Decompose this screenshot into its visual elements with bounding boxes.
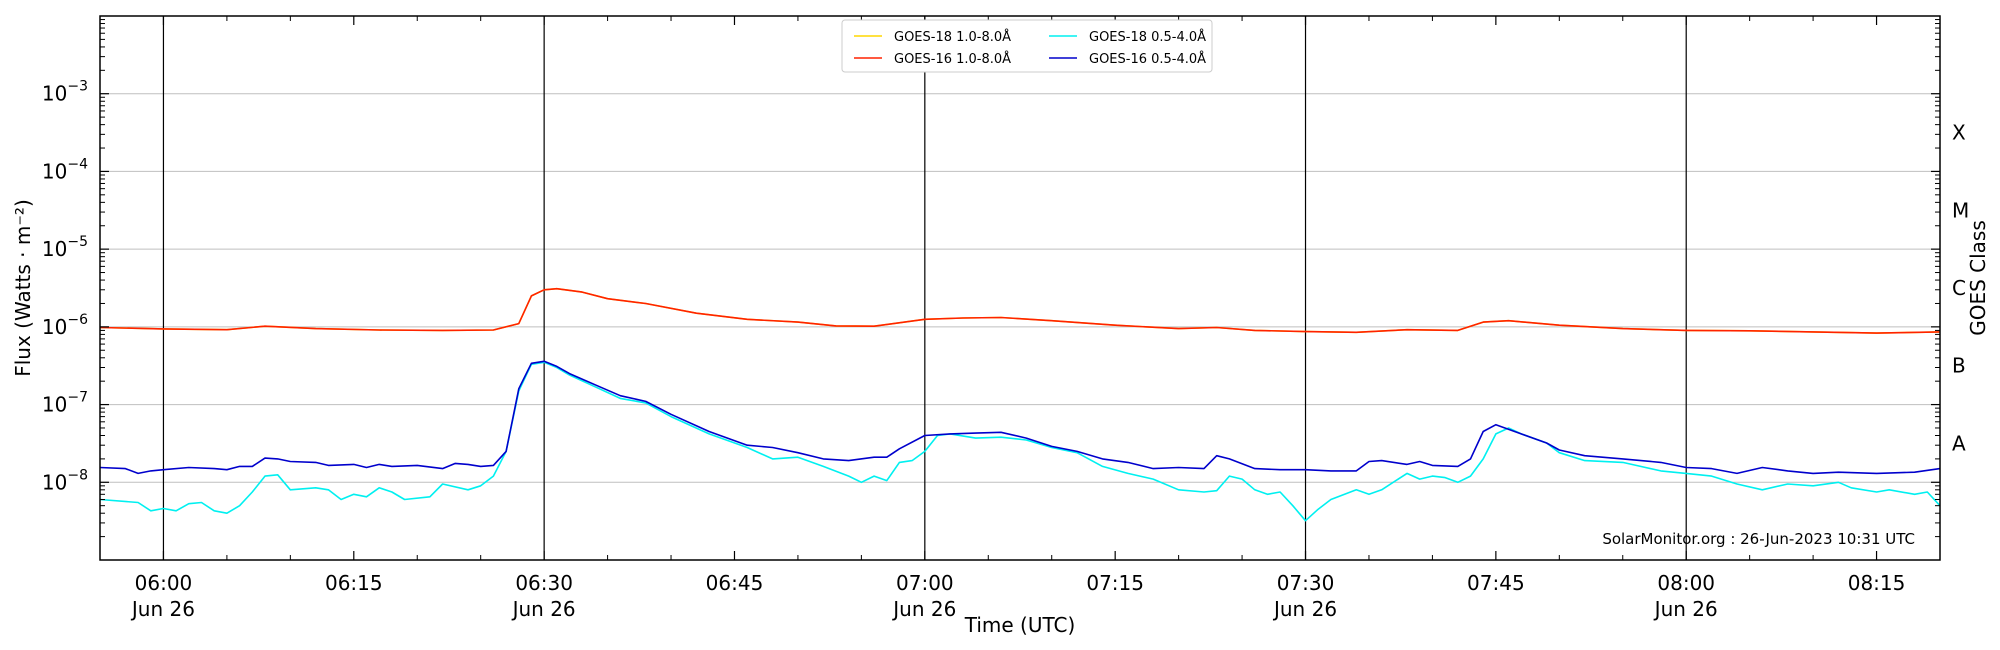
y-tick-mantissa: 10 [42, 470, 67, 494]
x-tick-label: 07:15 [1086, 571, 1144, 595]
y-tick-mantissa: 10 [42, 159, 67, 183]
day-separator-lines [162, 16, 1687, 560]
y-tick-label: 10−3 [42, 79, 88, 106]
series-line-3 [99, 360, 1941, 475]
grid-lines [100, 93, 1940, 483]
series-line-1 [99, 287, 1941, 334]
y-tick-mantissa: 10 [42, 237, 67, 261]
plot-frame [99, 15, 1941, 561]
y-tick-exponent: −8 [67, 467, 88, 483]
x-tick-label: 06:15 [325, 571, 383, 595]
y-tick-label: 10−7 [42, 390, 88, 417]
y-tick-exponent: −7 [67, 390, 88, 406]
x-tick-date-label: Jun 26 [1272, 597, 1337, 621]
y-axis-label: Flux (Watts · m⁻²) [11, 199, 35, 377]
y-axis: 10−810−710−610−510−410−3 [42, 19, 1940, 538]
goes-class-label: X [1952, 121, 1966, 145]
x-tick-label: 08:00 [1657, 571, 1715, 595]
series-line-2 [99, 361, 1941, 522]
x-tick-date-label: Jun 26 [1653, 597, 1718, 621]
x-tick-label: 08:15 [1848, 571, 1906, 595]
y-tick-mantissa: 10 [42, 393, 67, 417]
legend-label: GOES-16 1.0-8.0Å [894, 51, 1011, 67]
x-tick-label: 07:30 [1277, 571, 1335, 595]
x-tick-date-label: Jun 26 [891, 597, 956, 621]
goes-class-label: M [1952, 198, 1969, 222]
goes-class-label: C [1952, 276, 1966, 300]
legend-label: GOES-18 1.0-8.0Å [894, 29, 1011, 45]
y-tick-label: 10−4 [42, 156, 88, 183]
legend-label: GOES-18 0.5-4.0Å [1089, 29, 1206, 45]
credit-annotation: SolarMonitor.org : 26-Jun-2023 10:31 UTC [1602, 530, 1915, 548]
x-tick-label: 06:00 [135, 571, 193, 595]
goes-class-label: A [1952, 431, 1966, 455]
goes-class-axis: A B C M X [1952, 121, 1969, 456]
y-tick-label: 10−5 [42, 234, 88, 261]
x-tick-date-label: Jun 26 [130, 597, 195, 621]
y-tick-label: 10−6 [42, 312, 88, 339]
legend: GOES-18 1.0-8.0Å GOES-16 1.0-8.0Å GOES-18 … [841, 19, 1213, 73]
series-lines [99, 287, 1941, 522]
y-tick-exponent: −6 [67, 312, 88, 328]
x-tick-date-label: Jun 26 [511, 597, 576, 621]
y-tick-exponent: −5 [67, 234, 88, 250]
x-tick-label: 06:30 [515, 571, 573, 595]
x-axis-label: Time (UTC) [964, 613, 1076, 637]
goes-class-label: B [1952, 354, 1966, 378]
x-tick-label: 06:45 [706, 571, 764, 595]
legend-box [841, 19, 1213, 73]
y-tick-mantissa: 10 [42, 82, 67, 106]
goes-class-axis-label: GOES Class [1966, 220, 1990, 336]
x-tick-label: 07:45 [1467, 571, 1525, 595]
y-tick-exponent: −3 [67, 79, 88, 95]
y-tick-exponent: −4 [67, 156, 88, 172]
legend-label: GOES-16 0.5-4.0Å [1089, 51, 1206, 67]
y-tick-mantissa: 10 [42, 315, 67, 339]
y-tick-label: 10−8 [42, 467, 88, 494]
x-tick-label: 07:00 [896, 571, 954, 595]
